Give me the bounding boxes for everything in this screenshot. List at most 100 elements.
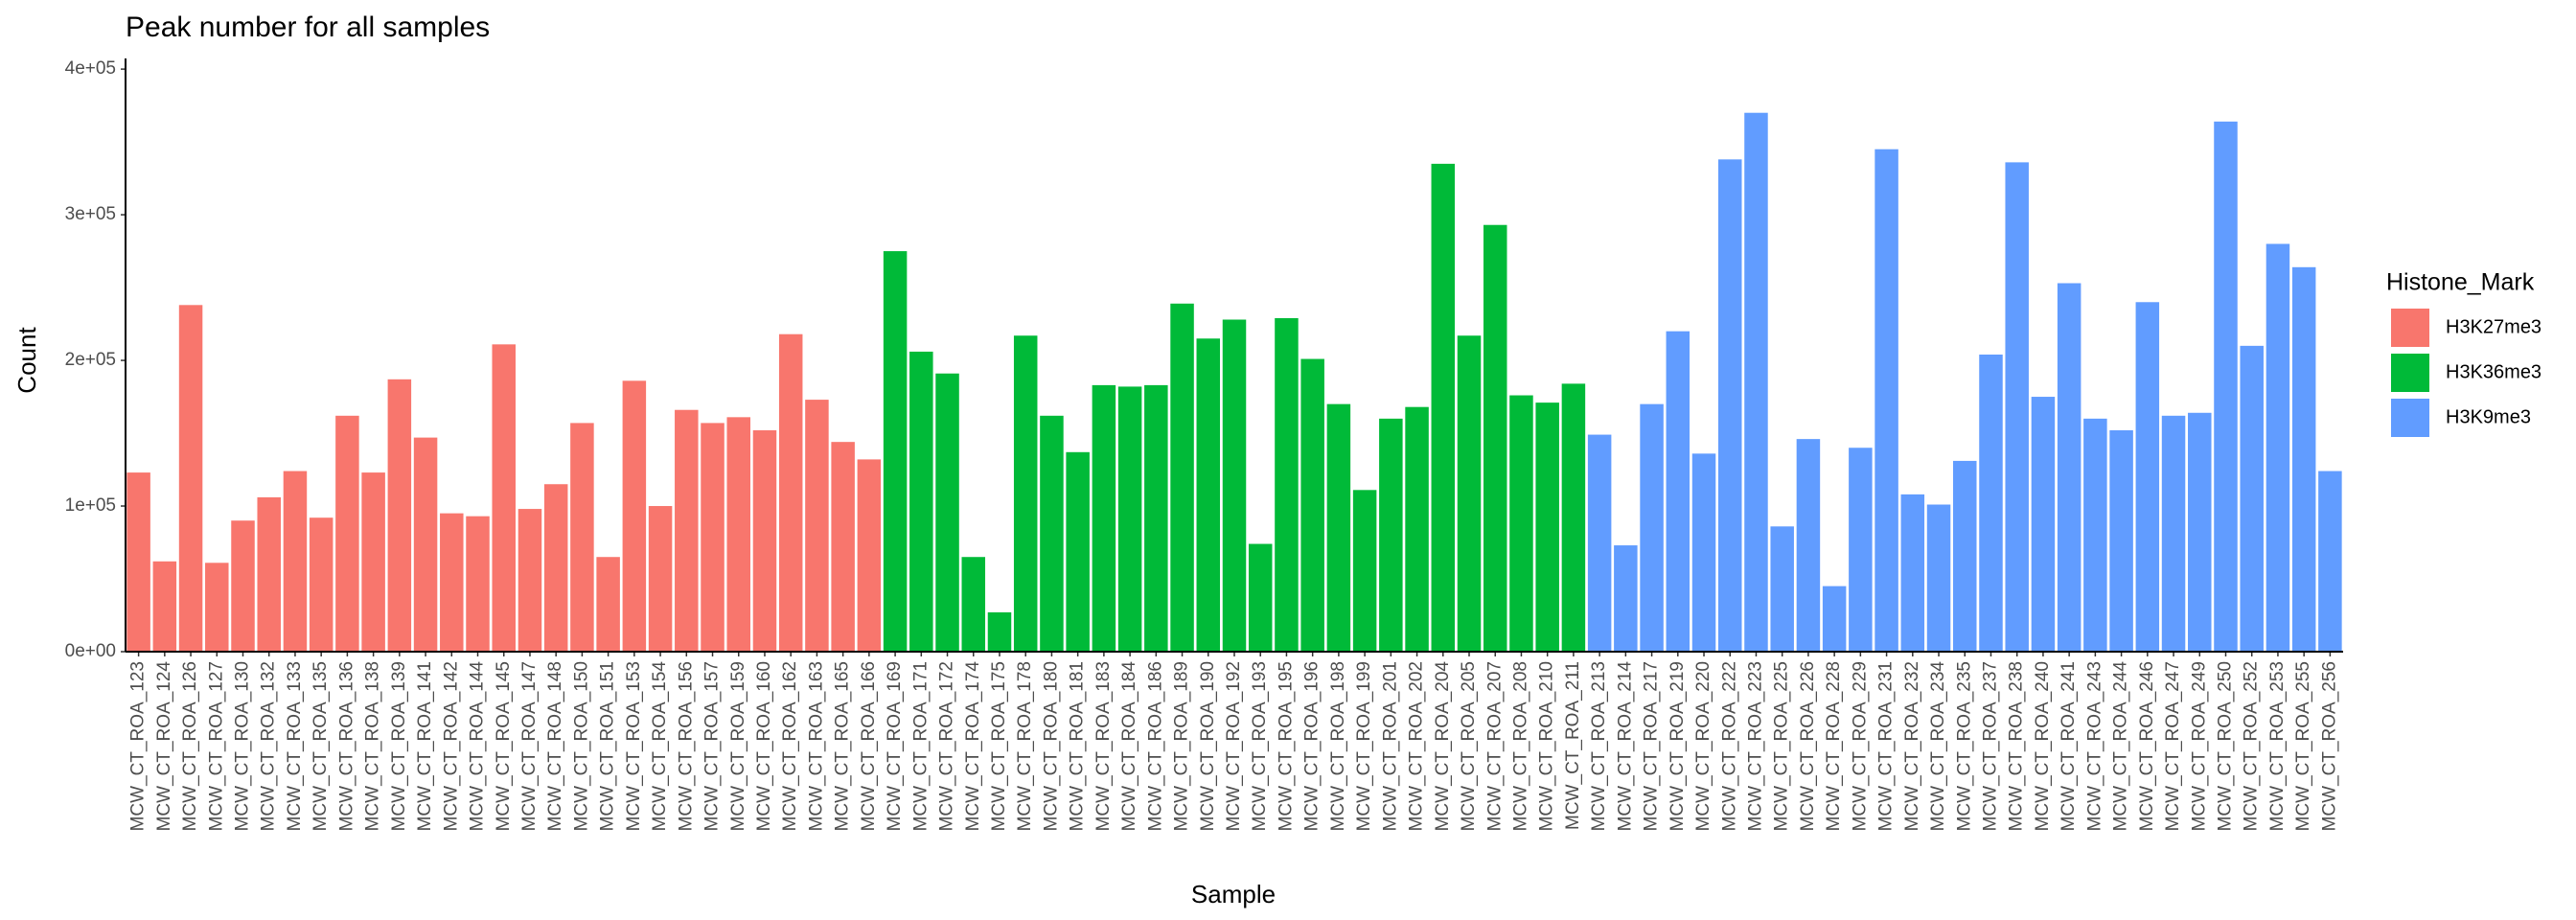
x-tick-label: MCW_CT_ROA_157 bbox=[702, 661, 723, 831]
x-tick-label: MCW_CT_ROA_138 bbox=[363, 661, 383, 831]
x-tick-label: MCW_CT_ROA_199 bbox=[1354, 661, 1374, 831]
bar bbox=[1040, 415, 1064, 652]
x-tick-label: MCW_CT_ROA_211 bbox=[1563, 661, 1583, 830]
bar bbox=[1900, 494, 1925, 652]
bar bbox=[701, 423, 724, 652]
x-tick-label: MCW_CT_ROA_214 bbox=[1615, 661, 1635, 832]
x-tick-label: MCW_CT_ROA_154 bbox=[650, 661, 670, 832]
y-tick-label: 4e+05 bbox=[65, 58, 116, 79]
bar bbox=[309, 518, 334, 652]
x-tick-label: MCW_CT_ROA_160 bbox=[754, 661, 774, 831]
x-tick-label: MCW_CT_ROA_145 bbox=[494, 661, 514, 831]
bar bbox=[1300, 358, 1324, 652]
x-tick-label: MCW_CT_ROA_172 bbox=[937, 661, 957, 831]
bar bbox=[283, 471, 308, 652]
x-tick-label: MCW_CT_ROA_195 bbox=[1276, 661, 1296, 831]
bar bbox=[466, 516, 490, 652]
bar bbox=[1170, 303, 1194, 652]
bar bbox=[752, 430, 777, 652]
x-tick-label: MCW_CT_ROA_184 bbox=[1119, 661, 1139, 832]
x-tick-label: MCW_CT_ROA_165 bbox=[833, 661, 853, 831]
x-tick-label: MCW_CT_ROA_250 bbox=[2216, 661, 2236, 831]
legend-key bbox=[2391, 309, 2429, 347]
bar bbox=[1326, 403, 1351, 652]
bar bbox=[1144, 384, 1168, 652]
x-tick-label: MCW_CT_ROA_228 bbox=[1824, 661, 1844, 831]
bar bbox=[2291, 266, 2316, 652]
bar bbox=[726, 417, 751, 652]
x-tick-label: MCW_CT_ROA_141 bbox=[415, 661, 435, 831]
x-tick-label: MCW_CT_ROA_186 bbox=[1145, 661, 1165, 831]
bar bbox=[1666, 331, 1690, 652]
bar bbox=[2031, 397, 2056, 652]
x-tick-label: MCW_CT_ROA_234 bbox=[1928, 661, 1948, 832]
x-tick-label: MCW_CT_ROA_240 bbox=[2033, 661, 2053, 831]
x-tick-label: MCW_CT_ROA_204 bbox=[1433, 661, 1453, 832]
bar bbox=[1849, 448, 1873, 652]
bar bbox=[570, 423, 594, 652]
bar bbox=[935, 373, 959, 652]
x-tick-label: MCW_CT_ROA_192 bbox=[1224, 661, 1244, 831]
x-tick-label: MCW_CT_ROA_162 bbox=[780, 661, 800, 831]
x-tick-label: MCW_CT_ROA_153 bbox=[624, 661, 644, 831]
x-tick-label: MCW_CT_ROA_247 bbox=[2163, 661, 2183, 831]
bar bbox=[1717, 159, 1742, 652]
x-tick-label: MCW_CT_ROA_226 bbox=[1798, 661, 1818, 831]
x-tick-label: MCW_CT_ROA_135 bbox=[310, 661, 331, 831]
chart-title: Peak number for all samples bbox=[126, 12, 490, 43]
x-tick-label: MCW_CT_ROA_148 bbox=[545, 661, 565, 831]
bar bbox=[987, 611, 1012, 652]
x-tick-label: MCW_CT_ROA_142 bbox=[441, 661, 461, 831]
x-tick-label: MCW_CT_ROA_222 bbox=[1719, 661, 1739, 831]
x-tick-label: MCW_CT_ROA_171 bbox=[910, 661, 931, 831]
x-tick-label: MCW_CT_ROA_127 bbox=[206, 661, 226, 831]
bar bbox=[257, 496, 281, 652]
x-tick-label: MCW_CT_ROA_252 bbox=[2242, 661, 2262, 831]
x-tick-label: MCW_CT_ROA_210 bbox=[1537, 661, 1557, 831]
x-tick-label: MCW_CT_ROA_159 bbox=[728, 661, 748, 831]
bar bbox=[335, 415, 359, 652]
x-tick-label: MCW_CT_ROA_219 bbox=[1668, 661, 1688, 831]
legend-label: H3K9me3 bbox=[2446, 406, 2531, 427]
bar bbox=[126, 472, 150, 652]
bar bbox=[178, 305, 203, 652]
bar bbox=[1509, 395, 1533, 652]
bar bbox=[2240, 345, 2264, 652]
x-tick-label: MCW_CT_ROA_124 bbox=[154, 661, 174, 832]
bar bbox=[857, 459, 882, 652]
x-tick-label: MCW_CT_ROA_202 bbox=[1407, 661, 1427, 831]
x-tick-label: MCW_CT_ROA_223 bbox=[1745, 661, 1765, 831]
y-tick-label: 1e+05 bbox=[65, 495, 116, 516]
x-tick-label: MCW_CT_ROA_246 bbox=[2137, 661, 2157, 831]
x-tick-label: MCW_CT_ROA_166 bbox=[859, 661, 879, 831]
legend-key bbox=[2391, 354, 2429, 392]
y-axis-title: Count bbox=[12, 327, 41, 394]
x-tick-label: MCW_CT_ROA_181 bbox=[1068, 661, 1088, 831]
y-tick-label: 2e+05 bbox=[65, 350, 116, 370]
x-tick-label: MCW_CT_ROA_169 bbox=[885, 661, 905, 831]
x-tick-label: MCW_CT_ROA_231 bbox=[1876, 661, 1897, 831]
x-tick-label: MCW_CT_ROA_133 bbox=[285, 661, 305, 831]
x-tick-label: MCW_CT_ROA_198 bbox=[1328, 661, 1348, 831]
bar bbox=[1822, 586, 1847, 652]
x-tick-label: MCW_CT_ROA_132 bbox=[259, 661, 279, 831]
x-tick-label: MCW_CT_ROA_190 bbox=[1198, 661, 1218, 831]
x-tick-label: MCW_CT_ROA_183 bbox=[1093, 661, 1114, 831]
bar bbox=[1066, 451, 1090, 652]
y-tick-label: 3e+05 bbox=[65, 204, 116, 224]
x-tick-label: MCW_CT_ROA_189 bbox=[1172, 661, 1192, 831]
x-tick-label: MCW_CT_ROA_244 bbox=[2111, 661, 2131, 832]
bar bbox=[1561, 383, 1586, 652]
x-tick-label: MCW_CT_ROA_256 bbox=[2319, 661, 2339, 831]
bar bbox=[2266, 243, 2290, 652]
bar bbox=[2005, 162, 2029, 652]
legend-label: H3K27me3 bbox=[2446, 316, 2542, 337]
legend-key bbox=[2391, 399, 2429, 437]
bar bbox=[1248, 543, 1273, 652]
bar bbox=[1614, 545, 1638, 652]
x-tick-label: MCW_CT_ROA_144 bbox=[468, 661, 488, 832]
x-tick-label: MCW_CT_ROA_213 bbox=[1589, 661, 1609, 831]
bar bbox=[883, 251, 908, 652]
x-tick-label: MCW_CT_ROA_255 bbox=[2293, 661, 2313, 831]
x-tick-label: MCW_CT_ROA_151 bbox=[598, 661, 618, 831]
